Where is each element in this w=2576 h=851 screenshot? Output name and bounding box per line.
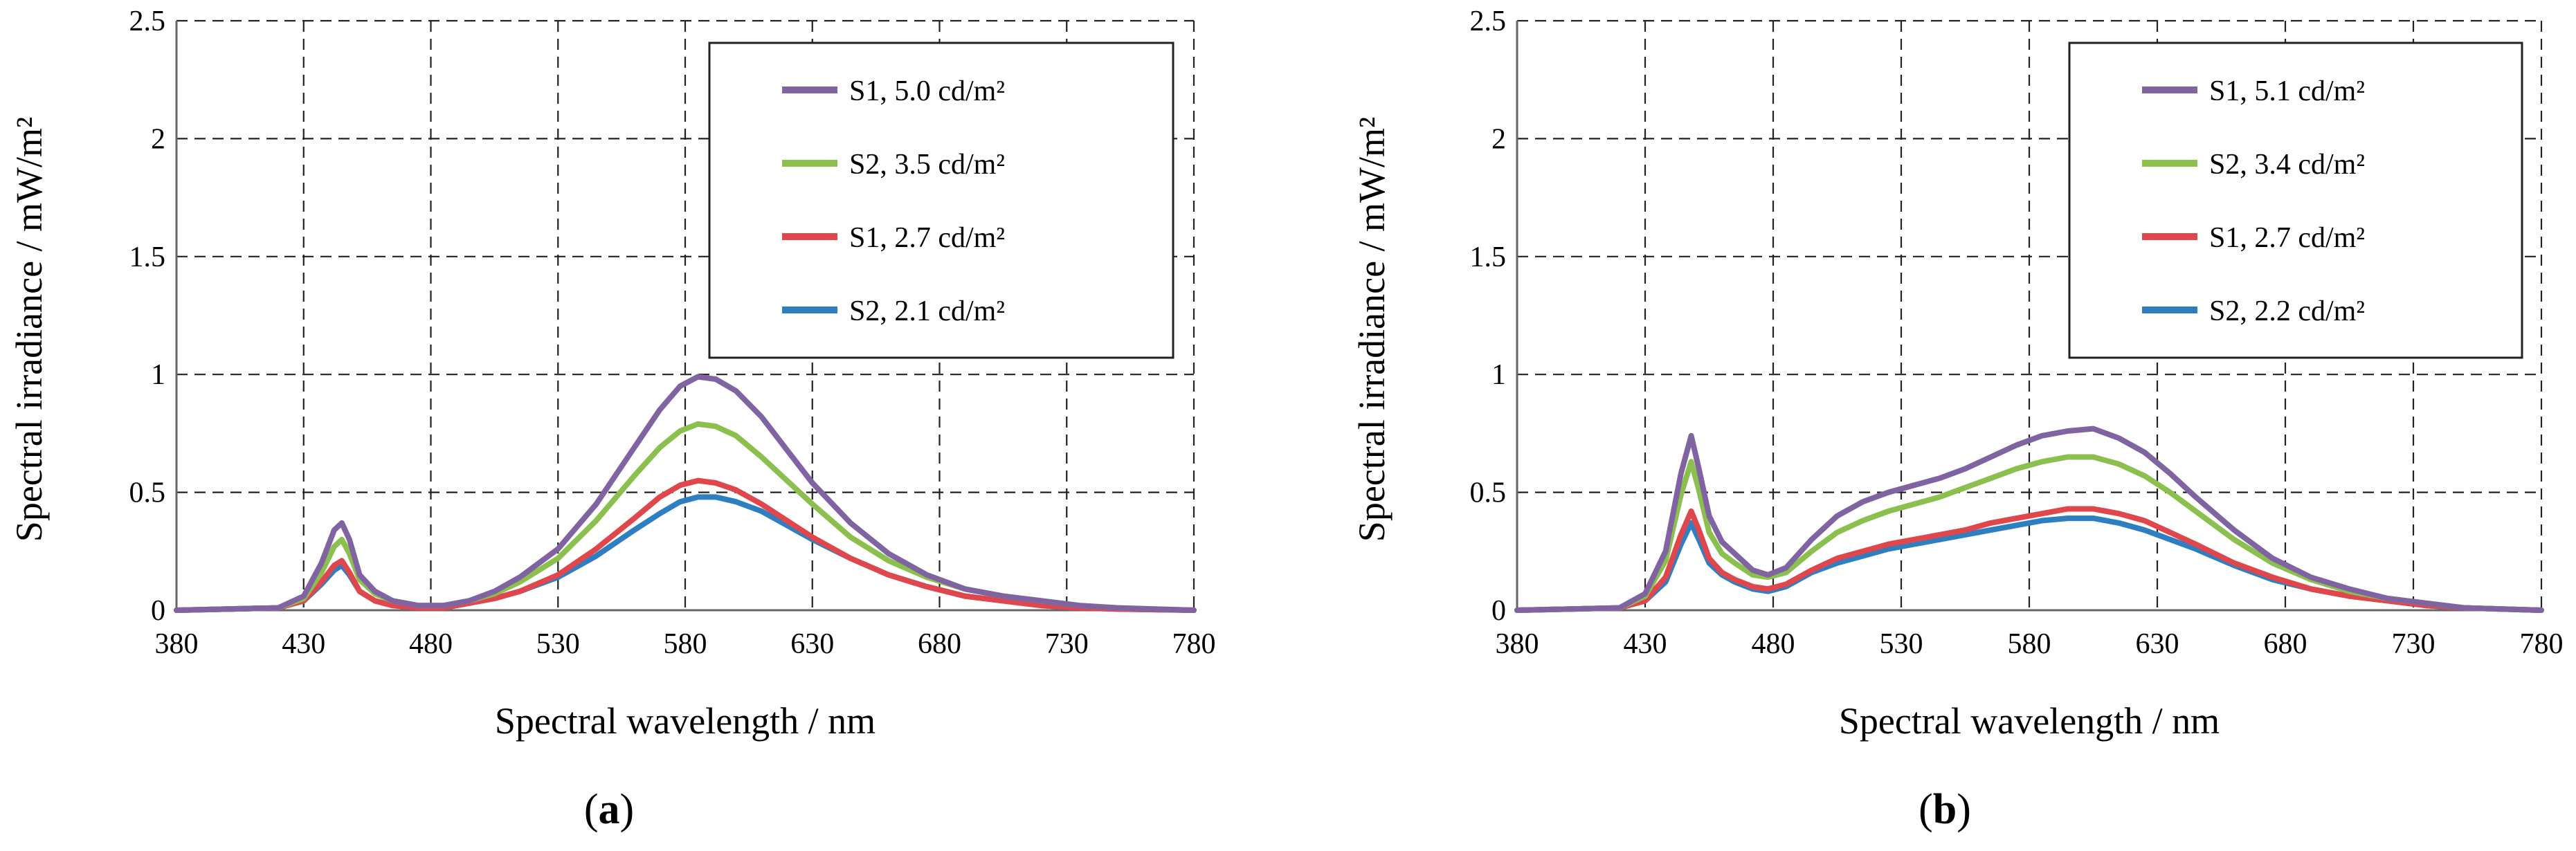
legend-label: S1, 5.1 cd/m² [2209, 75, 2365, 107]
x-tick-label: 530 [1880, 628, 1923, 660]
series-line-2 [1514, 454, 2544, 613]
caption-open: ( [584, 786, 599, 833]
x-tick-label: 730 [1045, 628, 1089, 660]
x-tick-label: 730 [2392, 628, 2436, 660]
y-tick-label: 0.5 [129, 477, 166, 509]
x-tick-label: 580 [2008, 628, 2051, 660]
y-tick-label: 2 [1491, 123, 1506, 155]
legend-box [2068, 42, 2523, 359]
caption-letter: a [599, 786, 620, 833]
panel-caption: (a) [584, 786, 634, 833]
x-tick-label: 480 [1752, 628, 1795, 660]
caption-close: ) [1957, 786, 1971, 833]
y-tick-label: 0.5 [1470, 477, 1507, 509]
x-axis-label: Spectral wavelength / nm [1839, 700, 2220, 742]
legend-label: S2, 2.1 cd/m² [849, 295, 1005, 327]
series-line-3 [174, 477, 1197, 613]
panel-caption: (b) [1919, 786, 1971, 833]
series-line-1 [174, 374, 1197, 613]
legend-label: S2, 2.2 cd/m² [2209, 295, 2365, 327]
y-tick-label: 1 [151, 359, 165, 391]
y-axis-label: Spectral irradiance / mW/m² [8, 117, 50, 542]
x-axis-label: Spectral wavelength / nm [495, 700, 876, 742]
x-tick-label: 380 [1496, 628, 1539, 660]
x-tick-label: 780 [1172, 628, 1216, 660]
x-tick-label: 680 [2264, 628, 2307, 660]
x-tick-label: 780 [2520, 628, 2564, 660]
x-tick-label: 480 [409, 628, 453, 660]
caption-open: ( [1919, 786, 1933, 833]
legend-label: S1, 2.7 cd/m² [2209, 222, 2365, 254]
legend-box [708, 42, 1174, 359]
y-tick-label: 2.5 [129, 6, 166, 37]
y-tick-label: 2 [151, 123, 165, 155]
y-tick-label: 0 [151, 595, 165, 627]
y-tick-label: 2.5 [1470, 6, 1507, 37]
x-tick-label: 430 [282, 628, 325, 660]
y-tick-label: 1.5 [129, 241, 166, 273]
y-tick-label: 1 [1491, 359, 1506, 391]
chart-panel-a: 380 430 480 530 580 630 680 730 780 0 0.5 1 1.5 2 2.5 S… [8, 6, 1216, 833]
y-tick-label: 1.5 [1470, 241, 1507, 273]
chart-panel-b: 380 430 480 530 580 630 680 730 780 0 0.5 1 1.5 2 2.5 S… [1351, 6, 2564, 833]
x-tick-label: 630 [790, 628, 834, 660]
x-tick-label: 630 [2136, 628, 2179, 660]
x-tick-label: 380 [155, 628, 199, 660]
y-axis-label: Spectral irradiance / mW/m² [1351, 117, 1393, 542]
legend-label: S2, 3.5 cd/m² [849, 149, 1005, 181]
series-line-3 [1514, 506, 2544, 613]
y-tick-label: 0 [1491, 595, 1506, 627]
x-tick-label: 680 [918, 628, 961, 660]
x-tick-label: 580 [664, 628, 707, 660]
caption-letter: b [1933, 786, 1957, 833]
series-line-1 [1514, 426, 2544, 613]
legend-label: S2, 3.4 cd/m² [2209, 149, 2365, 181]
caption-close: ) [620, 786, 635, 833]
legend-label: S1, 2.7 cd/m² [849, 222, 1005, 254]
x-tick-label: 530 [536, 628, 580, 660]
legend-label: S1, 5.0 cd/m² [849, 75, 1005, 107]
x-tick-label: 430 [1624, 628, 1667, 660]
